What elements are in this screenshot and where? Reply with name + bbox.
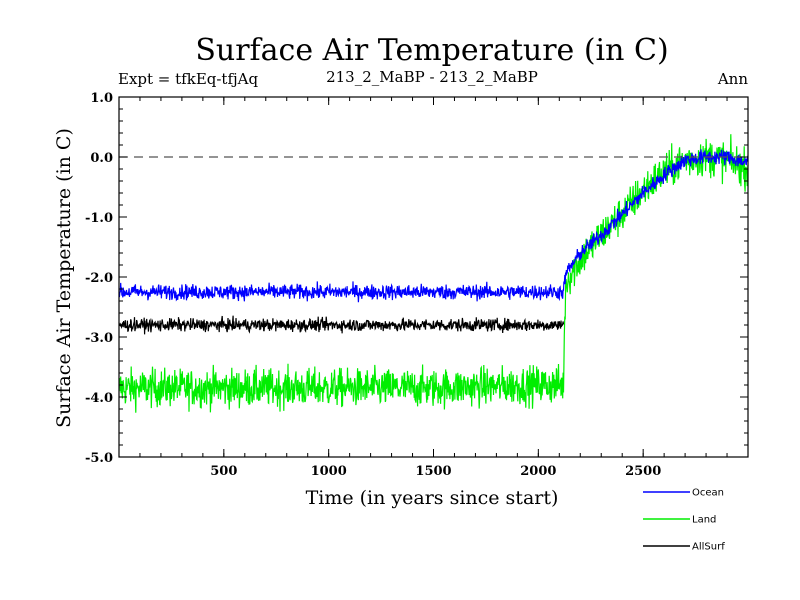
series-line-land: [118, 134, 749, 413]
y-tick-label: -3.0: [85, 331, 113, 346]
x-tick-label: 2500: [625, 464, 661, 479]
y-tick-label: -4.0: [85, 391, 113, 406]
y-tick-label: -2.0: [85, 271, 113, 286]
y-tick-label: -5.0: [85, 451, 113, 466]
y-tick-label: 0.0: [90, 151, 113, 166]
y-tick-label: -1.0: [85, 211, 113, 226]
x-tick-label: 500: [210, 464, 237, 479]
period-label: Ann: [717, 70, 748, 88]
legend-label-ocean: Ocean: [692, 488, 724, 499]
legend-label-allsurf: AllSurf: [692, 542, 725, 553]
plot-area: 1.0 0.0 -1.0 -2.0 -3.0 -4.0 -5.0 500 1000 1500 200…: [85, 91, 749, 479]
experiment-label: Expt = tfkEq-tfjAq: [118, 70, 258, 88]
chart-title: Surface Air Temperature (in C): [195, 33, 668, 68]
legend-label-land: Land: [692, 515, 716, 526]
chart-subtitle: 213_2_MaBP - 213_2_MaBP: [326, 68, 538, 86]
series-line-allsurf: [118, 315, 565, 335]
y-tick-label: 1.0: [90, 91, 113, 106]
x-tick-label: 2000: [520, 464, 556, 479]
y-axis-label: Surface Air Temperature (in C): [53, 128, 75, 428]
series-line-ocean: [118, 149, 749, 303]
x-tick-label: 1000: [311, 464, 347, 479]
x-axis-label: Time (in years since start): [306, 487, 559, 509]
legend: Ocean Land AllSurf: [643, 488, 725, 553]
x-tick-label: 1500: [415, 464, 451, 479]
